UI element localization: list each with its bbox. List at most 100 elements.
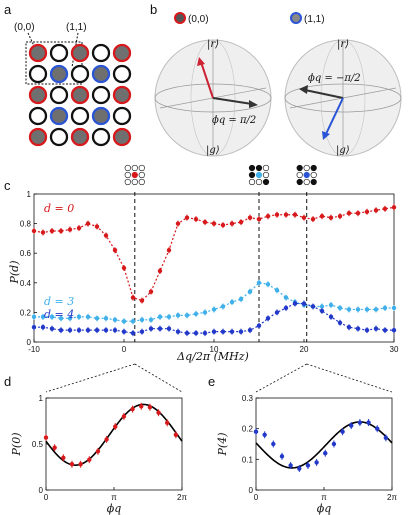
data-point [323,451,328,456]
data-point [95,449,101,454]
data-point [319,304,325,309]
legend-dot-11 [290,12,302,24]
x-tick-label: π [111,493,117,502]
config-pictogram-site [296,164,303,172]
data-point [175,221,181,226]
phase-chart-d0: 0 π 2π 0 0.5 1 P(0) ϕq [10,394,187,515]
y-axis-label: P(4) [216,433,229,457]
data-point [139,404,144,409]
y-tick-label: 0.3 [242,394,254,403]
lattice-site [112,43,132,63]
data-point [165,420,170,426]
config-pictogram-site [255,164,263,172]
data-point [103,233,109,238]
data-point [305,463,311,468]
data-point [157,314,163,320]
data-point [301,301,307,306]
data-point [349,423,354,428]
unit-cell-box [25,41,83,85]
data-point [193,330,199,336]
panel-label-e: e [208,374,215,389]
data-point [366,420,371,425]
data-point [76,225,82,231]
data-point [283,212,289,217]
data-point [121,319,127,324]
data-point [148,317,154,322]
data-point [310,216,316,222]
ket-g-left: |g⟩ [206,145,220,156]
ket-g-right: |g⟩ [336,145,350,156]
data-point [31,325,37,330]
data-point [346,307,352,312]
data-point [220,304,226,309]
data-point [283,305,289,311]
pointer-11 [71,32,79,68]
x-tick-label: 10 [210,345,219,354]
series-label: d = 4 [44,308,74,321]
data-point [229,221,235,226]
data-point [76,327,82,333]
lattice-site [70,85,90,105]
data-point [148,326,154,331]
config-pictogram-site [248,178,256,186]
data-point [238,329,244,334]
lattice-site [70,106,90,126]
site-label-11: (1,1) [66,22,87,33]
config-pictogram-site [262,171,270,179]
plot-frame [255,397,393,491]
data-point [256,280,262,285]
x-tick-label: 0 [122,345,127,354]
config-pictogram-site [310,171,317,179]
y-tick-label: 0.2 [20,308,32,317]
x-axis-label: ϕq [107,502,122,515]
series-line [34,282,394,322]
data-point [288,463,293,468]
y-tick-label: 0.1 [242,455,254,464]
config-pictogram-site [310,178,317,186]
data-point [31,228,37,234]
data-point [112,317,118,322]
y-tick-label: 1 [39,394,44,403]
phi-label-right: ϕq = −π/2 [308,73,361,84]
data-point [253,429,259,434]
data-point [301,215,307,220]
data-point [49,326,55,331]
state-arrowhead-left [197,57,205,66]
lattice-site [49,127,69,147]
phase-arrowhead-left [249,100,258,108]
lattice-site [28,127,48,147]
config-pictogram-site [131,178,138,186]
state-vector-left [200,61,214,99]
config-pictogram-site [138,171,145,179]
data-point [40,325,46,330]
data-point [113,424,118,429]
data-point [130,319,136,324]
data-point [364,307,370,312]
data-point [211,221,217,226]
data-point [382,206,388,211]
ket-r-left: |r⟩ [207,39,219,50]
config-pictogram-site [310,164,317,172]
data-point [121,329,127,334]
bloch-sphere-right: |r⟩ |g⟩ ϕq = −π/2 [284,39,402,157]
data-point [61,455,66,460]
data-point [121,414,127,419]
legend-dot-00 [174,12,186,24]
lattice-site [28,106,48,126]
data-point [103,327,109,333]
data-point [184,330,190,336]
data-point [31,314,37,320]
lattice-site [49,43,69,63]
series-label: d = 3 [44,295,74,308]
data-point [147,405,153,410]
data-point [274,310,280,315]
data-point [314,460,319,465]
data-point [85,327,91,333]
lattice-site [70,43,90,63]
bloch-title-00: (0,0) [188,14,209,25]
data-point [382,327,388,333]
data-point [130,406,135,412]
state-arrowhead-right [322,131,330,140]
